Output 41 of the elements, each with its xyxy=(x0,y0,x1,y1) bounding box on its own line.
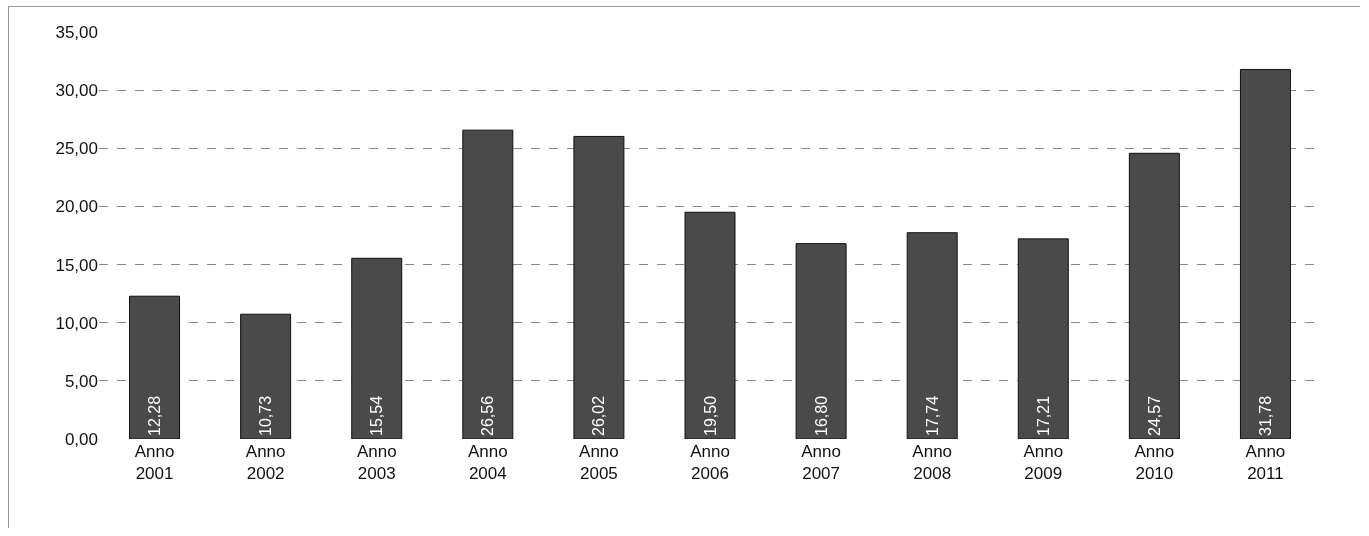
bar xyxy=(351,257,403,439)
bar xyxy=(240,313,292,439)
data-label: 10,73 xyxy=(257,395,275,436)
x-tick-label: Anno 2010 xyxy=(1134,442,1175,484)
data-label: 12,28 xyxy=(146,395,164,436)
x-tick-label: Anno 2005 xyxy=(579,442,619,484)
bar xyxy=(1017,238,1069,439)
data-label: 31,78 xyxy=(1256,395,1274,436)
y-tick-label: 0,00 xyxy=(64,429,98,449)
bar xyxy=(462,129,514,439)
data-label: 17,74 xyxy=(923,395,941,436)
data-label: 17,21 xyxy=(1034,395,1052,436)
y-tick-label: 35,00 xyxy=(55,22,98,42)
data-label: 24,57 xyxy=(1145,395,1163,436)
x-tick-label: Anno 2008 xyxy=(912,442,953,484)
x-tick-label: Anno 2007 xyxy=(801,442,841,484)
x-tick-label: Anno 2009 xyxy=(1023,442,1064,484)
bar xyxy=(129,295,181,439)
y-tick-label: 30,00 xyxy=(55,81,98,101)
x-tick-label: Anno 2003 xyxy=(356,442,397,484)
bar xyxy=(684,211,736,439)
x-tick-label: Anno 2004 xyxy=(467,442,508,484)
data-label: 26,02 xyxy=(590,395,608,436)
y-tick-label: 25,00 xyxy=(55,139,98,159)
y-tick-label: 5,00 xyxy=(64,371,98,391)
data-label: 16,80 xyxy=(812,395,830,436)
data-label: 26,56 xyxy=(479,395,497,436)
x-tick-label: Anno 2001 xyxy=(134,442,175,484)
x-tick-label: Anno 2006 xyxy=(690,442,730,484)
bar xyxy=(1128,152,1180,439)
data-label: 19,50 xyxy=(701,395,719,436)
bar xyxy=(795,243,847,439)
y-tick-label: 10,00 xyxy=(55,313,98,333)
y-tick-label: 15,00 xyxy=(55,255,98,275)
y-tick-label: 20,00 xyxy=(55,197,98,217)
data-label: 15,54 xyxy=(368,395,386,436)
bar xyxy=(906,232,958,439)
bar xyxy=(1239,68,1291,439)
x-tick-label: Anno 2002 xyxy=(245,442,286,484)
bar xyxy=(573,135,625,439)
x-tick-label: Anno 2011 xyxy=(1245,442,1286,484)
